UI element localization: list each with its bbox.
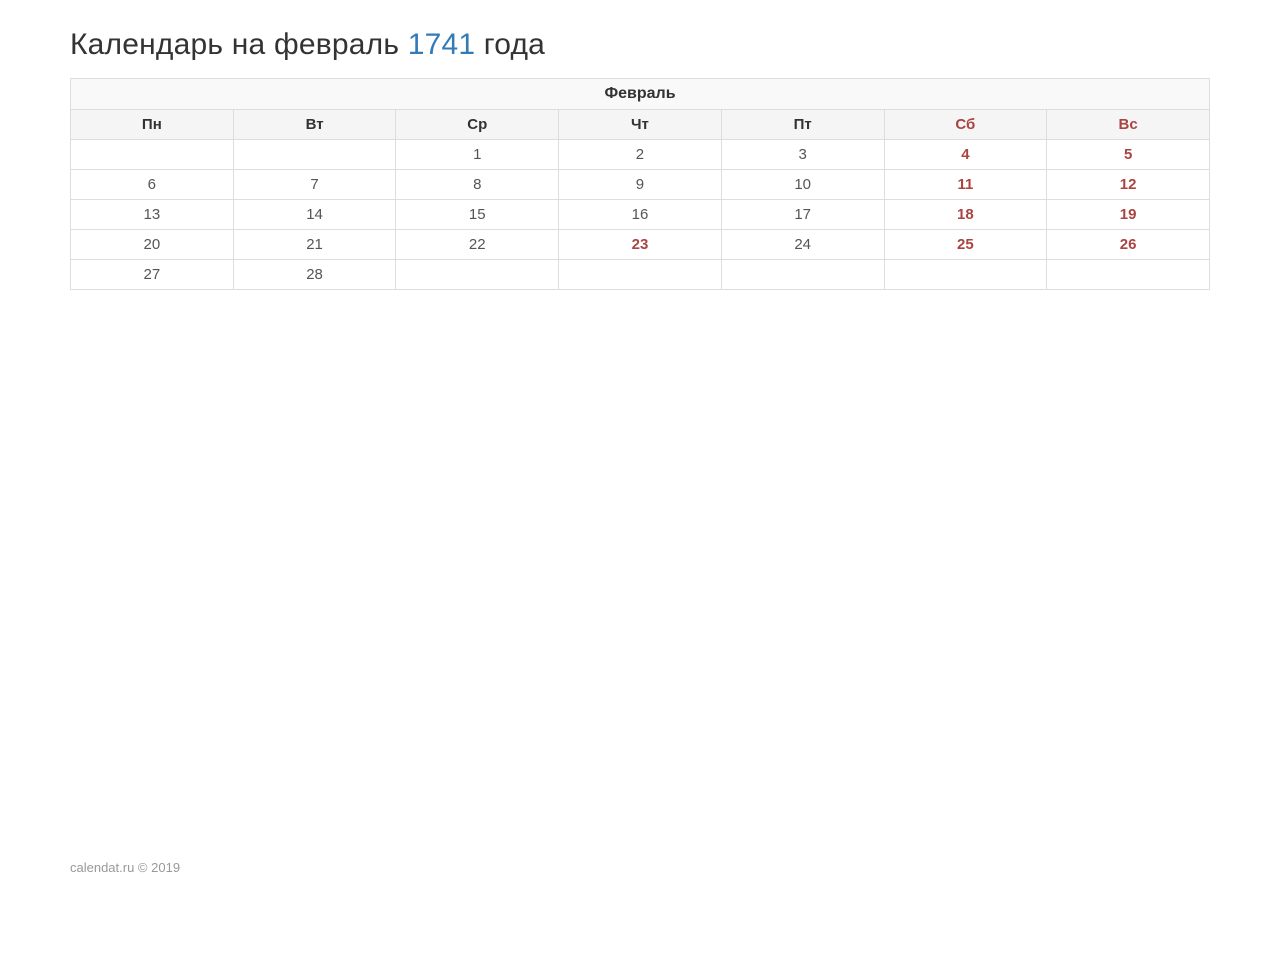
calendar-day-cell: 7 — [233, 170, 396, 200]
calendar-day-cell: 25 — [884, 230, 1047, 260]
calendar-day-cell: 9 — [559, 170, 722, 200]
calendar-day-cell: 6 — [71, 170, 234, 200]
footer-text: calendat.ru © 2019 — [70, 860, 180, 875]
calendar-day-cell: 27 — [71, 260, 234, 290]
calendar-week-row: 2728 — [71, 260, 1210, 290]
calendar-week-row: 20212223242526 — [71, 230, 1210, 260]
calendar-month-header: Февраль — [71, 79, 1210, 110]
calendar-day-cell: 21 — [233, 230, 396, 260]
calendar-day-cell: 12 — [1047, 170, 1210, 200]
calendar-week-row: 13141516171819 — [71, 200, 1210, 230]
calendar-day-cell — [884, 260, 1047, 290]
calendar-body: 1234567891011121314151617181920212223242… — [71, 140, 1210, 290]
calendar-dow-header: Вс — [1047, 110, 1210, 140]
calendar-week-row: 12345 — [71, 140, 1210, 170]
calendar-day-cell: 5 — [1047, 140, 1210, 170]
calendar-dow-header: Ср — [396, 110, 559, 140]
calendar-day-cell: 11 — [884, 170, 1047, 200]
calendar-day-cell: 22 — [396, 230, 559, 260]
title-year: 1741 — [408, 28, 476, 61]
calendar-dow-header: Пн — [71, 110, 234, 140]
calendar-day-cell: 8 — [396, 170, 559, 200]
calendar-day-cell: 28 — [233, 260, 396, 290]
calendar-dow-row: ПнВтСрЧтПтСбВс — [71, 110, 1210, 140]
calendar-day-cell — [559, 260, 722, 290]
calendar-dow-header: Сб — [884, 110, 1047, 140]
calendar-table: Февраль ПнВтСрЧтПтСбВс 12345678910111213… — [70, 78, 1210, 290]
calendar-dow-header: Чт — [559, 110, 722, 140]
calendar-day-cell: 20 — [71, 230, 234, 260]
calendar-day-cell — [1047, 260, 1210, 290]
calendar-day-cell: 16 — [559, 200, 722, 230]
calendar-day-cell: 2 — [559, 140, 722, 170]
calendar-day-cell: 24 — [721, 230, 884, 260]
calendar-day-cell: 23 — [559, 230, 722, 260]
calendar-day-cell: 4 — [884, 140, 1047, 170]
calendar-day-cell: 19 — [1047, 200, 1210, 230]
calendar-day-cell — [396, 260, 559, 290]
page-title: Календарь на февраль 1741 года — [70, 28, 1210, 62]
calendar-day-cell: 15 — [396, 200, 559, 230]
calendar-day-cell — [721, 260, 884, 290]
calendar-day-cell: 26 — [1047, 230, 1210, 260]
title-suffix: года — [475, 28, 545, 61]
calendar-day-cell: 17 — [721, 200, 884, 230]
calendar-dow-header: Вт — [233, 110, 396, 140]
calendar-day-cell: 1 — [396, 140, 559, 170]
calendar-day-cell — [71, 140, 234, 170]
calendar-day-cell: 14 — [233, 200, 396, 230]
title-prefix: Календарь на февраль — [70, 28, 408, 61]
calendar-week-row: 6789101112 — [71, 170, 1210, 200]
calendar-day-cell — [233, 140, 396, 170]
calendar-day-cell: 13 — [71, 200, 234, 230]
calendar-day-cell: 3 — [721, 140, 884, 170]
calendar-day-cell: 18 — [884, 200, 1047, 230]
calendar-day-cell: 10 — [721, 170, 884, 200]
calendar-dow-header: Пт — [721, 110, 884, 140]
